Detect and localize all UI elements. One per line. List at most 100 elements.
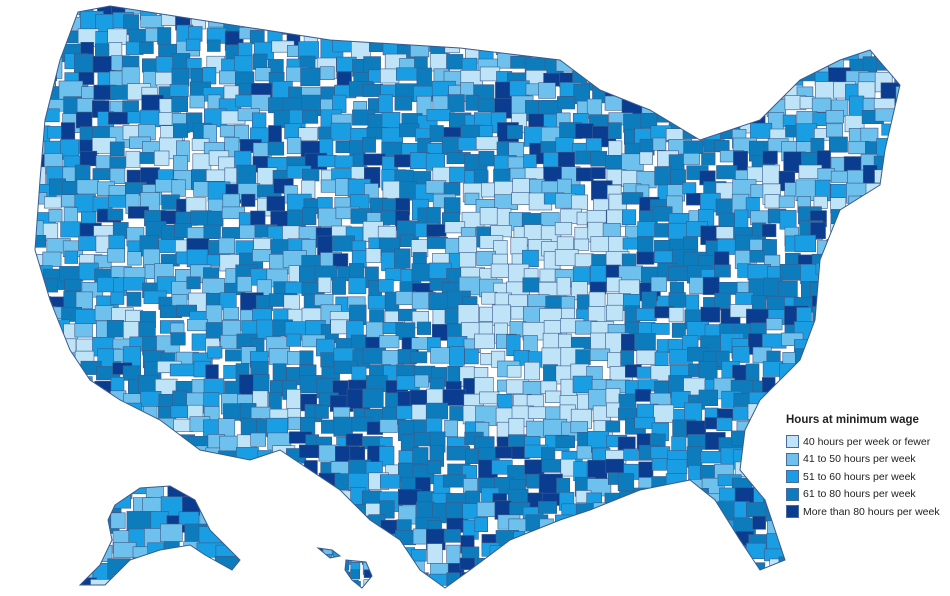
county-cell (762, 150, 778, 165)
county-cell (865, 574, 889, 588)
county-cell (396, 364, 416, 378)
county-cell (605, 67, 628, 83)
county-cell (525, 43, 546, 58)
county-cell (478, 571, 498, 587)
county-cell (698, 585, 717, 588)
county-cell (449, 406, 466, 422)
county-cell (795, 6, 812, 15)
county-cell (297, 529, 314, 547)
county-cell (825, 282, 842, 298)
county-cell (719, 542, 738, 557)
county-cell (284, 281, 304, 294)
county-cell (74, 164, 91, 183)
county-cell (698, 389, 719, 406)
county-cell (301, 168, 320, 182)
county-cell (221, 520, 241, 541)
county-cell (108, 447, 124, 463)
county-cell (44, 450, 65, 472)
county-cell (592, 30, 611, 46)
county-cell (876, 365, 900, 384)
county-cell (125, 461, 141, 483)
county-cell (682, 545, 705, 563)
county-cell (688, 82, 709, 101)
county-cell (413, 28, 435, 41)
county-cell (683, 140, 704, 155)
county-cell (463, 6, 478, 13)
county-cell (189, 95, 205, 109)
county-cell (45, 6, 68, 18)
county-cell (512, 570, 533, 588)
county-cell (862, 585, 886, 588)
county-cell (185, 38, 201, 51)
county-cell (97, 417, 116, 439)
county-cell (143, 562, 166, 575)
county-cell (75, 533, 100, 554)
county-cell (411, 337, 429, 350)
county-cell (620, 501, 634, 514)
county-cell (556, 6, 581, 22)
county-cell (286, 137, 302, 154)
county-cell (506, 10, 529, 31)
county-cell (766, 478, 785, 496)
county-cell (588, 589, 609, 596)
county-cell (43, 57, 63, 79)
county-cell (131, 575, 154, 585)
county-cell (576, 591, 591, 596)
county-cell (875, 57, 900, 71)
county-cell (603, 53, 618, 69)
county-cell (187, 318, 208, 332)
county-cell (796, 307, 812, 324)
county-cell (385, 267, 404, 282)
county-cell (574, 56, 596, 72)
county-cell (81, 520, 103, 540)
county-cell (35, 518, 49, 531)
county-cell (651, 532, 667, 548)
county-cell (606, 402, 620, 418)
county-cell (96, 591, 113, 596)
county-cell (95, 488, 117, 502)
county-cell (90, 406, 105, 427)
county-cell (635, 307, 657, 321)
county-cell (476, 13, 492, 27)
legend-item-41-to-50: 41 to 50 hours per week (786, 451, 948, 469)
county-cell (79, 542, 99, 556)
county-cell (110, 85, 130, 100)
county-cell (879, 558, 900, 579)
county-cell (412, 586, 437, 588)
county-cell (864, 321, 881, 336)
county-cell (590, 39, 614, 59)
county-cell (830, 253, 850, 274)
county-cell (207, 210, 224, 227)
county-cell (370, 548, 372, 556)
county-cell (270, 517, 289, 534)
county-cell (107, 208, 124, 221)
county-cell (667, 459, 688, 475)
county-cell (225, 349, 244, 362)
county-cell (666, 506, 688, 520)
county-cell (809, 281, 829, 297)
county-cell (767, 52, 785, 72)
county-cell (443, 529, 461, 543)
county-cell (637, 82, 661, 99)
county-cell (348, 277, 367, 295)
county-cell (321, 569, 336, 581)
county-cell (508, 584, 529, 588)
county-cell (110, 436, 128, 452)
county-cell (41, 514, 60, 527)
legend-item-40-or-fewer: 40 hours per week or fewer (786, 433, 948, 451)
county-cell (768, 394, 788, 410)
county-cell (810, 14, 829, 31)
county-cell (464, 586, 479, 588)
county-cell (57, 463, 78, 485)
county-cell (896, 321, 900, 335)
county-cell (683, 153, 700, 165)
county-cell (123, 277, 145, 291)
county-cell (700, 14, 723, 31)
county-cell (382, 584, 399, 588)
county-cell (537, 17, 554, 36)
county-cell (688, 534, 705, 549)
county-cell (319, 66, 335, 80)
county-cell (554, 222, 573, 236)
county-cell (318, 560, 343, 573)
county-cell (74, 53, 94, 73)
